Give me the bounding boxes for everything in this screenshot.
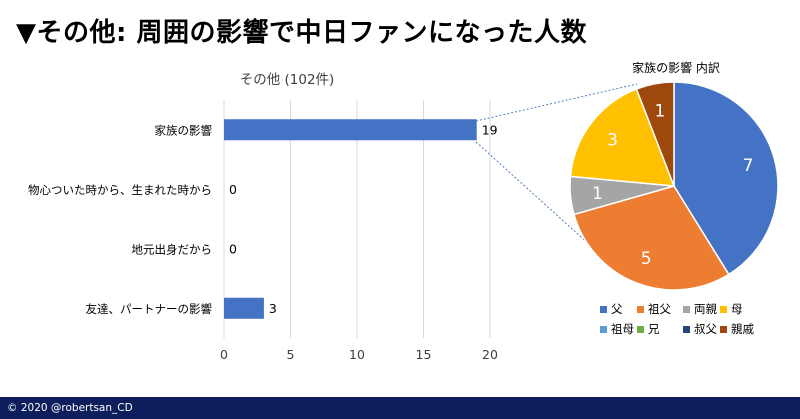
legend-label: 叔父 (694, 322, 717, 336)
bar-value-label: 19 (482, 122, 498, 137)
bar-value-label: 0 (229, 182, 237, 197)
bar-data-labels: 19 0 0 3 (229, 122, 498, 316)
legend-item: 叔父 (683, 322, 717, 336)
pie-slice-label: 1 (654, 101, 665, 121)
legend-swatch (720, 306, 727, 313)
connector-line-top (475, 83, 638, 122)
legend-label: 母 (731, 302, 743, 316)
legend-label: 兄 (648, 322, 660, 336)
pie-slice (673, 81, 779, 276)
legend-item: 父 (600, 302, 623, 316)
legend-item: 両親 (683, 302, 717, 316)
legend-swatch (683, 306, 690, 313)
bar-marks (224, 119, 477, 319)
pie-slice (573, 185, 730, 291)
legend-item: 祖母 (600, 322, 634, 336)
pie-slice-label: 1 (592, 184, 603, 204)
legend-item: 親戚 (720, 322, 754, 336)
slide-title: ▼その他: 周囲の影響で中日ファンになった人数 (16, 18, 587, 48)
footer-copyright: © 2020 @robertsan_CD (7, 402, 133, 414)
pie-chart-title: 家族の影響 内訳 (632, 60, 720, 75)
bar (224, 297, 264, 319)
legend-item: 母 (720, 302, 743, 316)
x-tick-label: 0 (220, 347, 228, 362)
category-label: 地元出身だから (132, 242, 213, 256)
footer: © 2020 @robertsan_CD (0, 397, 800, 419)
pie-slice-label: 5 (641, 249, 652, 269)
pie-data-labels: 7 5 1 3 1 (592, 101, 753, 268)
legend-swatch (637, 306, 644, 313)
x-tick-label: 10 (349, 347, 365, 362)
legend-label: 両親 (694, 302, 717, 316)
legend-swatch (720, 326, 727, 333)
pie-legend: 父 祖父 両親 母祖母兄 叔父 親戚 (600, 302, 754, 336)
bar-tick-labels: 0 5 10 15 20 (220, 347, 498, 362)
legend-swatch (600, 306, 607, 313)
legend-swatch (600, 326, 607, 333)
legend-swatch (637, 326, 644, 333)
bar-chart-title: その他 (102件) (240, 72, 335, 88)
bar (224, 119, 477, 141)
pie-slice (569, 88, 676, 187)
legend-label: 祖母 (611, 322, 634, 336)
legend-item: 祖父 (637, 302, 671, 316)
category-label: 家族の影響 (155, 123, 213, 137)
legend-item: 兄 (637, 322, 660, 336)
bar-value-label: 0 (229, 241, 237, 256)
bar-value-label: 3 (269, 301, 277, 316)
legend-swatch (683, 326, 690, 333)
legend-label: 父 (611, 302, 623, 316)
pie-slices (569, 81, 779, 291)
category-label: 物心ついた時から、生まれた時から (28, 183, 212, 197)
legend-label: 親戚 (731, 322, 754, 336)
x-tick-label: 20 (482, 347, 498, 362)
category-label: 友達、パートナーの影響 (86, 302, 213, 316)
legend-label: 祖父 (648, 302, 671, 316)
x-tick-label: 5 (287, 347, 295, 362)
pie-slice (635, 81, 675, 187)
x-tick-label: 15 (416, 347, 432, 362)
pie-slice-label: 3 (607, 131, 618, 151)
pie-slice-label: 7 (743, 156, 754, 176)
